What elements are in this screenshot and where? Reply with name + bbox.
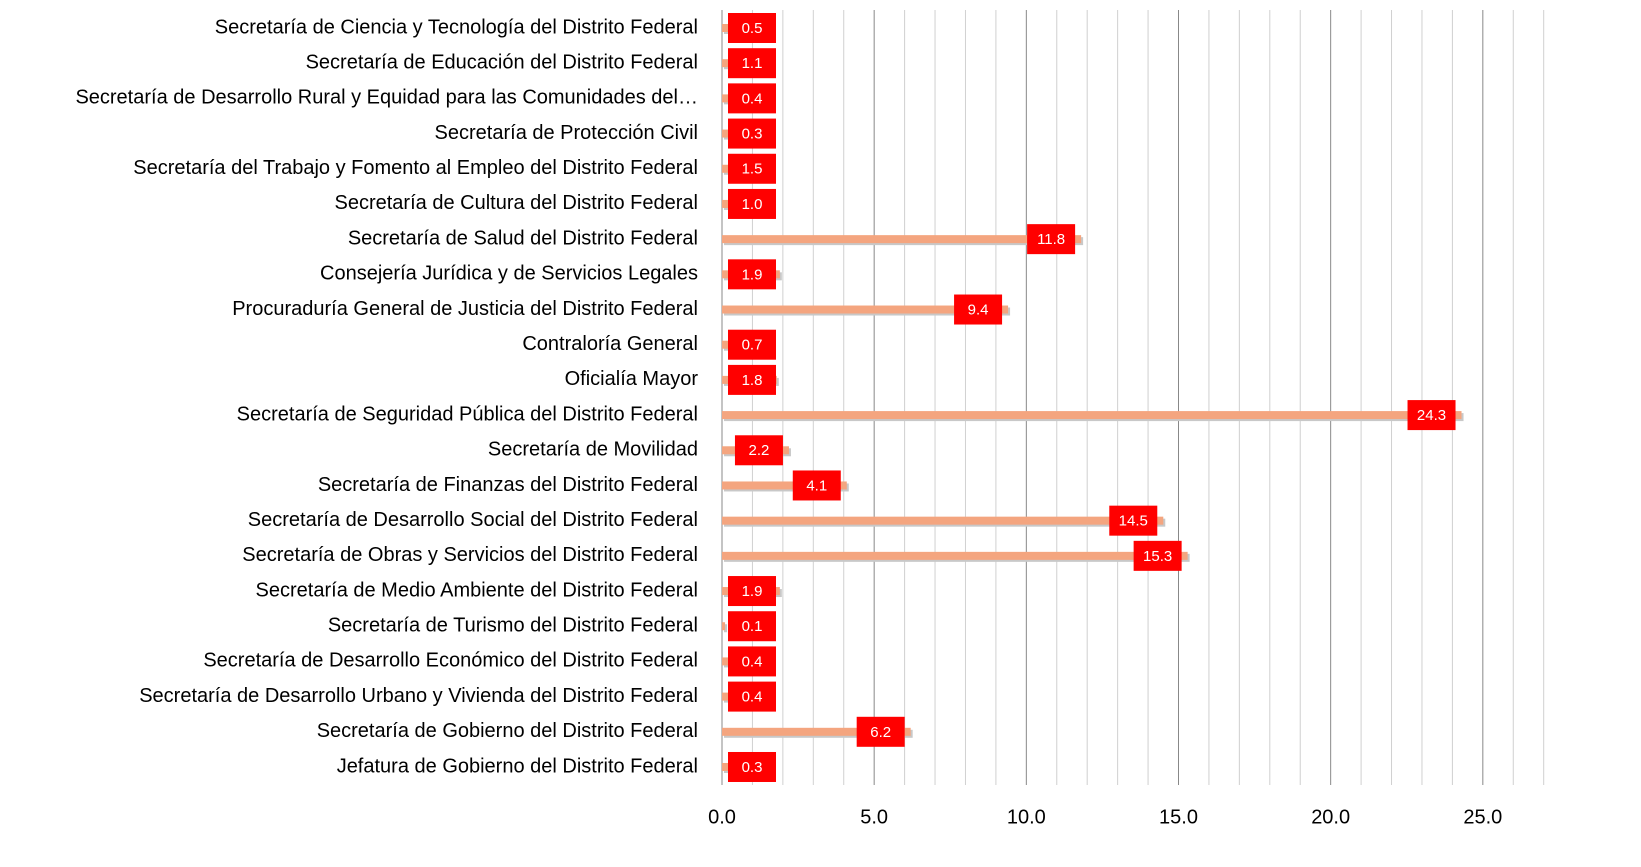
y-tick-label: Secretaría de Gobierno del Distrito Fede… [317,720,698,742]
x-tick-label: 15.0 [1159,806,1198,828]
value-label-box [728,83,776,114]
value-label-box [728,188,776,219]
bar [722,129,732,138]
y-tick-label: Secretaría de Ciencia y Tecnología del D… [215,16,698,38]
value-label-box [1109,505,1158,536]
y-tick-label: Secretaría del Trabajo y Fomento al Empl… [133,157,698,179]
y-tick-label: Secretaría de Cultura del Distrito Feder… [335,192,699,214]
value-label-box [728,13,776,43]
value-label: 1.9 [742,583,763,600]
value-label-box [728,576,776,607]
value-label-box [1133,540,1182,571]
value-label-box [728,48,776,79]
y-tick-label: Secretaría de Desarrollo Social del Dist… [248,509,698,531]
value-label-box [728,681,776,712]
value-label: 1.9 [742,266,763,283]
value-label-box [1407,400,1456,431]
x-tick-label: 0.0 [708,806,736,828]
y-tick-label: Oficialía Mayor [565,368,699,390]
bar [722,516,1164,525]
x-tick-label: 5.0 [860,806,888,828]
y-tick-label: Procuraduría General de Justicia del Dis… [232,298,698,320]
value-label: 14.5 [1119,513,1148,530]
value-label: 2.2 [749,442,770,459]
y-tick-label: Secretaría de Obras y Servicios del Dist… [242,544,698,566]
y-tick-label: Secretaría de Finanzas del Distrito Fede… [318,474,698,496]
value-label-box [728,118,776,149]
x-tick-label: 20.0 [1311,806,1350,828]
y-tick-label: Secretaría de Educación del Distrito Fed… [306,51,698,73]
bar [722,481,847,490]
value-label-box [728,259,776,290]
value-label: 1.8 [742,372,763,389]
value-label: 0.4 [742,689,763,706]
value-label: 0.4 [742,90,763,107]
bar [722,622,726,631]
value-label-box [728,153,776,184]
value-label: 24.3 [1417,407,1446,424]
y-tick-label: Jefatura de Gobierno del Distrito Federa… [337,755,698,777]
y-tick-label: Consejería Jurídica y de Servicios Legal… [320,263,698,285]
value-label: 1.1 [742,55,763,72]
y-tick-label: Secretaría de Movilidad [488,439,698,461]
y-tick-label: Secretaría de Desarrollo Urbano y Vivien… [139,685,698,707]
value-label-box [728,751,776,782]
bar [722,762,732,771]
value-label-box [728,364,776,395]
y-tick-label: Secretaría de Seguridad Pública del Dist… [237,403,698,425]
y-tick-label: Contraloría General [522,333,698,355]
y-tick-label: Secretaría de Desarrollo Económico del D… [203,650,698,672]
value-label-box [792,470,841,501]
bar [722,305,1009,314]
value-label: 6.2 [870,724,891,741]
value-label-box [728,329,776,360]
bar-shadow [724,624,728,633]
value-label: 0.5 [742,20,763,37]
value-label: 0.4 [742,653,763,670]
y-tick-label: Secretaría de Desarrollo Rural y Equidad… [75,87,698,109]
y-tick-label: Secretaría de Protección Civil [435,122,698,144]
value-label: 0.3 [742,759,763,776]
y-tick-label: Secretaría de Turismo del Distrito Feder… [328,615,698,637]
value-label: 1.0 [742,196,763,213]
value-label: 1.5 [742,161,763,178]
bar [722,727,911,736]
value-label-box [728,646,776,677]
y-tick-label: Secretaría de Salud del Distrito Federal [348,227,698,249]
value-label-box [728,611,776,642]
value-label-box [1027,224,1076,255]
value-label: 11.8 [1037,231,1065,248]
value-label: 0.3 [742,126,763,143]
bar [722,551,1188,560]
bar [722,411,1462,420]
value-label: 0.1 [742,618,763,635]
bar [722,235,1082,244]
value-label-box [856,716,905,747]
value-label: 9.4 [968,301,989,318]
value-label: 0.7 [742,337,763,354]
value-label: 4.1 [806,477,827,494]
value-label: 15.3 [1143,548,1172,565]
x-tick-label: 25.0 [1463,806,1502,828]
x-tick-label: 10.0 [1007,806,1046,828]
value-label-box [954,294,1003,325]
value-label-box [734,435,783,466]
y-tick-label: Secretaría de Medio Ambiente del Distrit… [256,579,698,601]
